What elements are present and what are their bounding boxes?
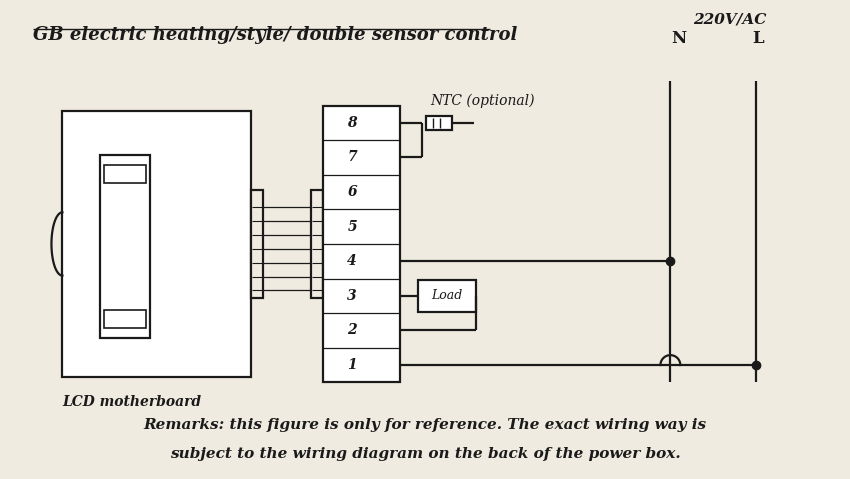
- Text: 7: 7: [348, 150, 357, 164]
- Bar: [251, 190, 263, 298]
- Text: Load: Load: [431, 289, 462, 302]
- Text: 1: 1: [348, 358, 357, 372]
- Bar: [104, 310, 146, 328]
- Bar: [323, 105, 400, 382]
- Text: GB electric heating/style/ double sensor control: GB electric heating/style/ double sensor…: [32, 26, 517, 45]
- Text: 220V/AC: 220V/AC: [694, 12, 767, 26]
- Bar: [311, 190, 323, 298]
- Text: L: L: [752, 30, 763, 47]
- Text: 5: 5: [348, 220, 357, 234]
- Text: 6: 6: [348, 185, 357, 199]
- Text: NTC (optional): NTC (optional): [430, 94, 535, 108]
- Bar: [426, 116, 452, 130]
- Text: LCD motherboard: LCD motherboard: [62, 395, 201, 409]
- Text: 8: 8: [348, 116, 357, 130]
- Text: N: N: [671, 30, 686, 47]
- Text: Remarks: this figure is only for reference. The exact wiring way is: Remarks: this figure is only for referen…: [144, 418, 706, 432]
- Bar: [100, 155, 150, 338]
- Text: 4: 4: [348, 254, 357, 268]
- Text: 3: 3: [348, 289, 357, 303]
- Bar: [104, 165, 146, 182]
- Bar: [418, 280, 476, 312]
- Text: subject to the wiring diagram on the back of the power box.: subject to the wiring diagram on the bac…: [170, 447, 680, 461]
- Bar: [62, 111, 251, 377]
- Text: 2: 2: [348, 323, 357, 337]
